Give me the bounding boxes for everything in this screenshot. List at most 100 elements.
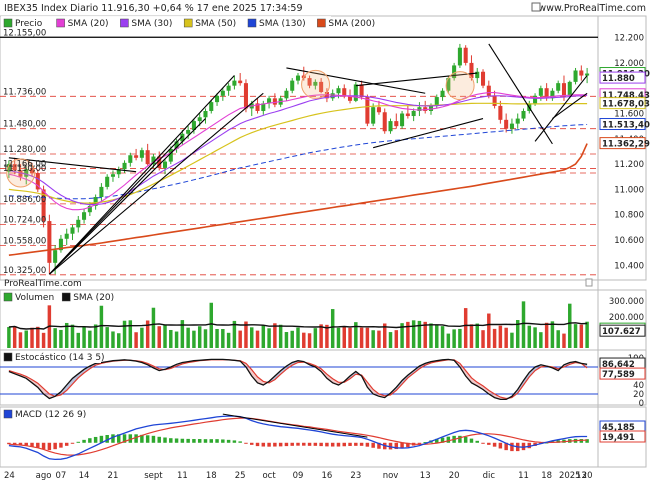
candle-body xyxy=(538,88,543,96)
volume-bar xyxy=(365,327,370,348)
candle-body xyxy=(313,81,318,86)
price-tick-label: 11.200 xyxy=(614,160,644,170)
volume-bar xyxy=(296,327,300,348)
trendline xyxy=(552,92,588,120)
stoch-fill xyxy=(367,382,374,394)
candle-body xyxy=(434,97,439,106)
macd-histogram-bar xyxy=(88,438,92,443)
macd-histogram-bar xyxy=(394,442,399,450)
candle-body xyxy=(174,141,179,149)
trendline xyxy=(48,118,206,275)
macd-histogram-bar xyxy=(463,436,468,443)
macd-histogram-bar xyxy=(47,442,52,451)
candle-body xyxy=(180,133,185,142)
candle-body xyxy=(400,113,405,127)
price-badge: 11.678,03 xyxy=(602,100,650,110)
macd-histogram-bar xyxy=(423,442,427,444)
candle-body xyxy=(191,121,196,130)
macd-histogram-bar xyxy=(93,436,98,443)
volume-bar xyxy=(186,327,190,348)
legend-swatch xyxy=(61,292,71,302)
trendline xyxy=(488,43,553,145)
macd-histogram-bar xyxy=(284,442,289,447)
volume-bar xyxy=(192,330,196,348)
stoch-fill xyxy=(251,369,258,383)
macd-histogram-bar xyxy=(134,434,138,443)
macd-histogram-bar xyxy=(145,435,150,443)
stoch-tick-label: 20 xyxy=(633,390,644,400)
macd-histogram-bar xyxy=(302,442,306,446)
candle-body xyxy=(446,78,451,91)
header-icons[interactable] xyxy=(531,2,541,12)
candle-body xyxy=(573,70,578,82)
volume-bar xyxy=(440,326,445,348)
volume-bar xyxy=(255,330,260,348)
legend-swatch xyxy=(56,18,65,28)
candle-body xyxy=(556,83,561,91)
candle-body xyxy=(440,90,445,98)
scroll-handle[interactable] xyxy=(585,278,593,287)
price-panel[interactable] xyxy=(6,43,590,275)
legend-swatch xyxy=(3,352,13,362)
volume-bar xyxy=(41,332,46,348)
volume-bar xyxy=(59,329,63,348)
volume-bar xyxy=(579,324,584,348)
macd-histogram-bar xyxy=(325,442,329,447)
trendline xyxy=(48,135,183,275)
candle-body xyxy=(382,112,387,132)
macd-histogram-bar xyxy=(267,442,271,447)
macd-histogram-bar xyxy=(469,438,474,443)
candle-body xyxy=(238,80,243,84)
volume-bar xyxy=(64,322,69,348)
volume-bar xyxy=(487,313,491,348)
level-label: 11.130,00 xyxy=(3,164,46,174)
legend-label: SMA (20) xyxy=(73,293,114,303)
volume-bar xyxy=(492,328,497,348)
price-badge: 11.362,29 xyxy=(602,140,650,150)
volume-bar xyxy=(180,320,185,348)
macd-histogram-bar xyxy=(7,442,11,445)
volume-bar xyxy=(36,326,40,348)
candle-body xyxy=(521,110,526,119)
macd-histogram-bar xyxy=(498,442,503,449)
volume-tick-label: 300.000 xyxy=(609,297,644,307)
volume-bar xyxy=(209,302,214,348)
volume-bar xyxy=(250,327,254,348)
candle-body xyxy=(469,62,474,79)
stochastic-panel[interactable] xyxy=(0,358,598,401)
volume-bar xyxy=(244,321,248,348)
stoch-tick-label: 40 xyxy=(633,381,644,391)
macd-histogram-bar xyxy=(24,442,28,446)
volume-bar xyxy=(533,327,537,348)
candle-body xyxy=(330,93,335,99)
volume-bar xyxy=(12,326,17,348)
macd-histogram-bar xyxy=(232,440,237,443)
price-badge-bg xyxy=(599,118,646,131)
macd-histogram-bar xyxy=(163,437,167,443)
candle-body xyxy=(405,113,410,117)
candle-body xyxy=(12,164,17,171)
candle-body xyxy=(504,119,509,129)
volume-bar xyxy=(284,332,289,348)
macd-histogram-bar xyxy=(406,442,410,448)
volume-panel[interactable] xyxy=(7,301,589,348)
panel-frame xyxy=(0,349,647,406)
stoch-fill xyxy=(488,390,495,398)
macd-histogram-bar xyxy=(59,442,63,448)
legend-swatch xyxy=(3,18,13,28)
candle-body xyxy=(550,90,555,99)
macd-histogram-bar xyxy=(487,442,491,445)
volume-bar xyxy=(481,330,485,348)
x-tick-label: 11 xyxy=(518,471,529,481)
volume-bar xyxy=(463,308,468,348)
candle-body xyxy=(452,65,457,79)
macd-histogram-bar xyxy=(336,442,341,447)
macd-panel[interactable] xyxy=(7,413,589,461)
macd-histogram-bar xyxy=(36,442,40,448)
x-tick-label: 13 xyxy=(576,471,587,481)
x-tick-label: 21 xyxy=(108,471,119,481)
candle-body xyxy=(122,162,127,170)
site-link[interactable]: www.ProRealTime.com xyxy=(538,3,646,14)
volume-bar xyxy=(423,321,427,348)
